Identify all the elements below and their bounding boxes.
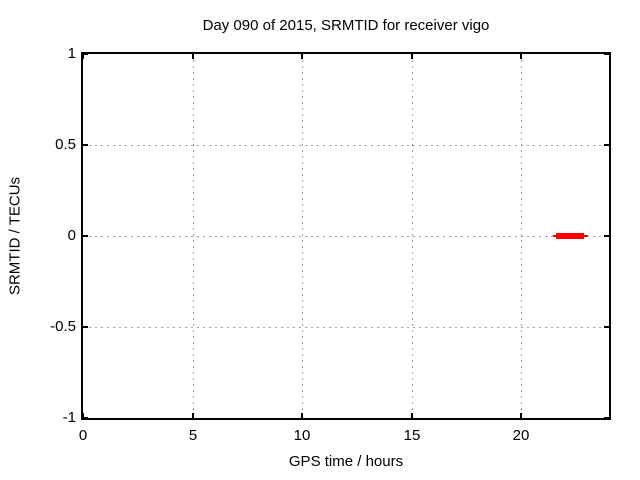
x-tick-mark-top: [192, 54, 194, 59]
plot-area: [81, 52, 611, 420]
x-tick-label: 15: [403, 427, 421, 444]
x-tick-label: 0: [78, 427, 88, 444]
x-tick-mark-top: [520, 54, 522, 59]
gridline-horizontal: [83, 327, 609, 328]
y-tick-label: -1: [62, 409, 76, 426]
x-tick-mark-top: [301, 54, 303, 59]
y-tick-mark-right: [604, 235, 609, 237]
y-tick-label: -0.5: [50, 318, 76, 335]
y-tick-mark-right: [604, 144, 609, 146]
y-tick-label: 1: [67, 45, 76, 62]
y-tick-mark-left: [83, 144, 88, 146]
y-tick-mark-right: [604, 326, 609, 328]
y-tick-mark-right: [604, 417, 609, 419]
x-tick-mark-top: [411, 54, 413, 59]
y-tick-label: 0: [67, 227, 76, 244]
y-tick-mark-left: [83, 326, 88, 328]
y-tick-label: 0.5: [55, 136, 76, 153]
x-tick-mark-bottom: [520, 413, 522, 418]
x-tick-mark-bottom: [82, 413, 84, 418]
x-axis-label: GPS time / hours: [288, 453, 404, 470]
x-tick-mark-bottom: [411, 413, 413, 418]
x-tick-label: 20: [512, 427, 530, 444]
x-tick-mark-bottom: [192, 413, 194, 418]
gridline-horizontal: [83, 145, 609, 146]
gridline-horizontal: [83, 236, 609, 237]
x-tick-label: 5: [188, 427, 198, 444]
x-tick-mark-top: [82, 54, 84, 59]
y-tick-mark-left: [83, 235, 88, 237]
chart-title: Day 090 of 2015, SRMTID for receiver vig…: [202, 17, 490, 34]
y-tick-mark-left: [83, 53, 88, 55]
y-tick-mark-right: [604, 53, 609, 55]
y-tick-mark-left: [83, 417, 88, 419]
x-tick-mark-bottom: [301, 413, 303, 418]
x-tick-label: 10: [293, 427, 311, 444]
data-segment-core: [556, 233, 584, 239]
